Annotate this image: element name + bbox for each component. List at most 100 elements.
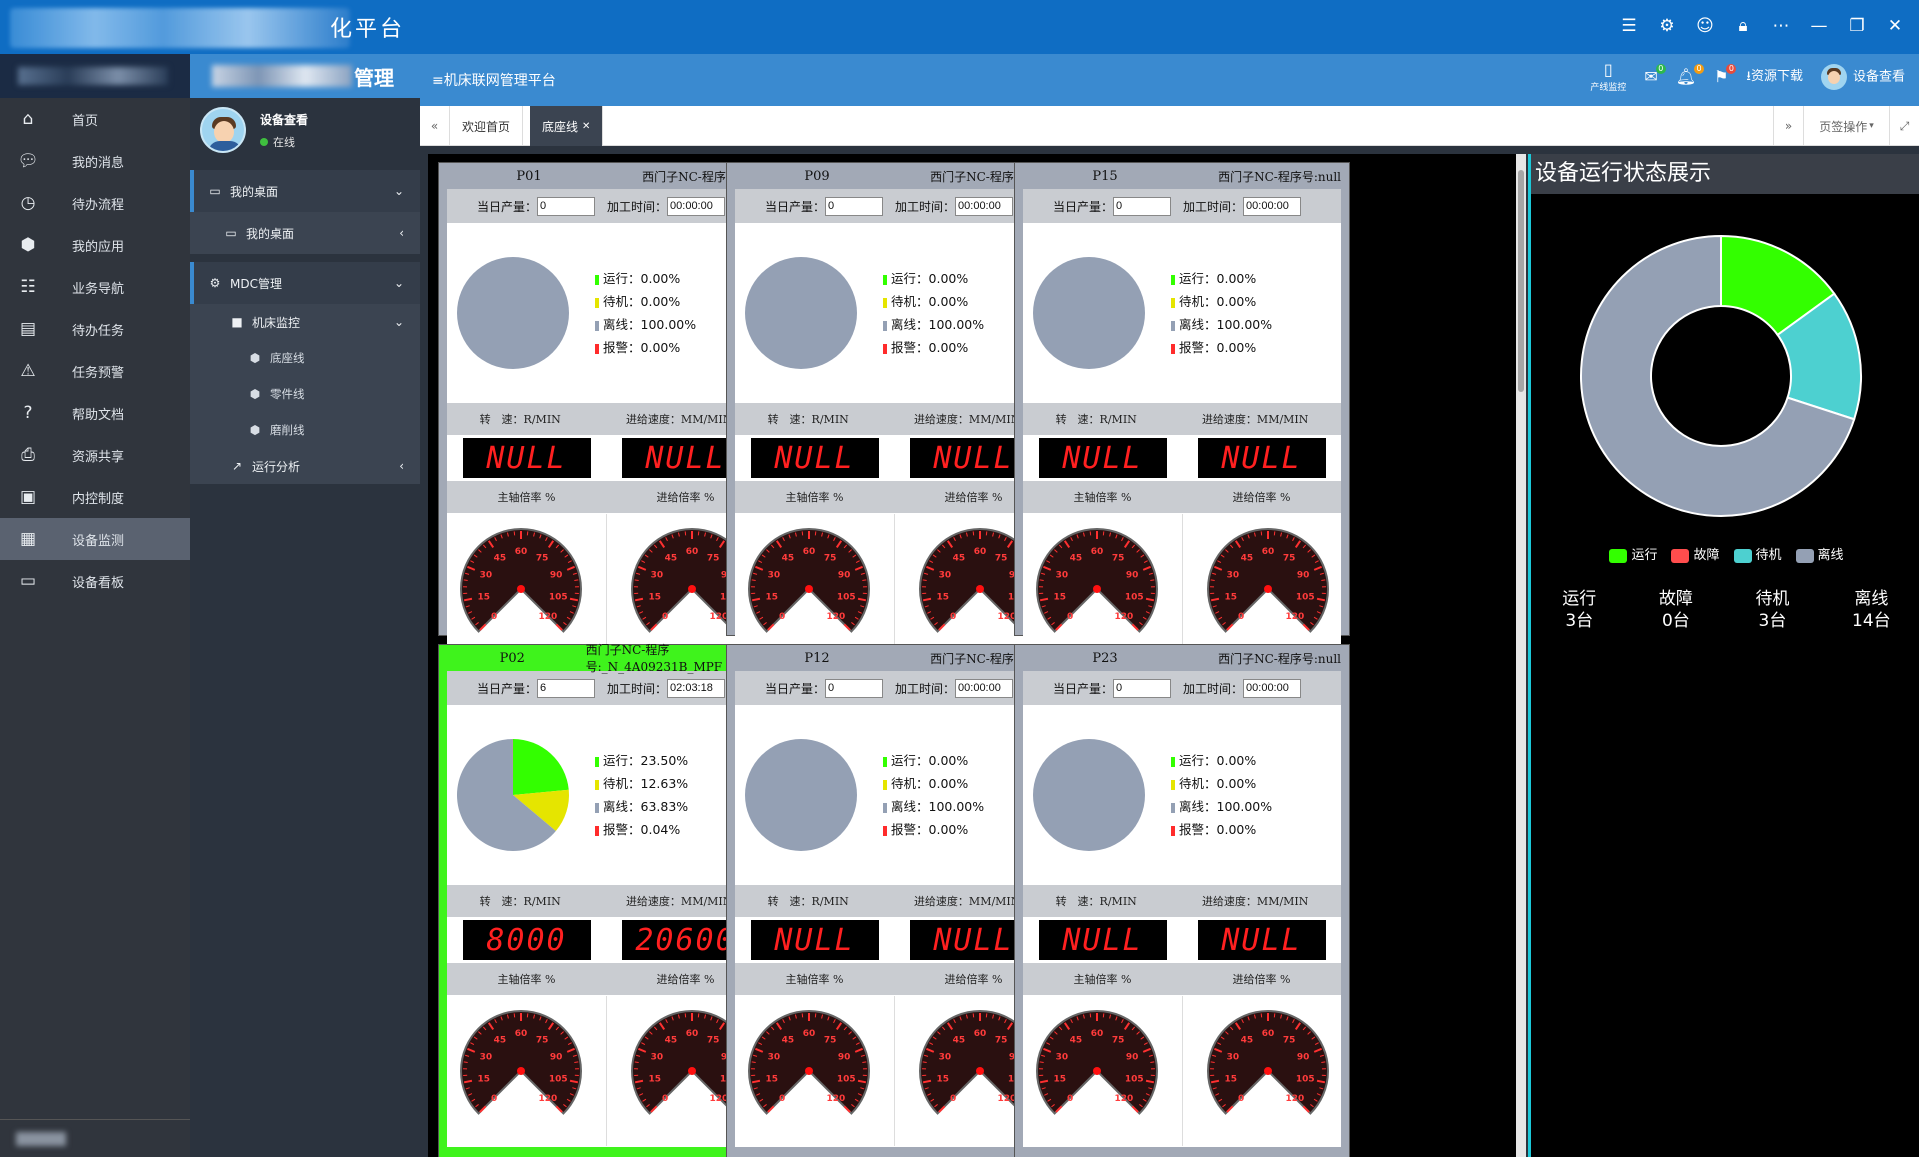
- gauge-tick: [1040, 572, 1045, 575]
- output-input[interactable]: [1113, 678, 1172, 698]
- scrollbar-thumb[interactable]: [1518, 170, 1524, 392]
- legend-alarm: 报警：0.04%: [595, 818, 688, 841]
- menu-my-desktop[interactable]: ▭ 我的桌面 ⌄: [190, 170, 420, 212]
- gauge-tick: [1217, 1098, 1222, 1102]
- grid-scrollbar[interactable]: [1516, 154, 1526, 1157]
- sidebar-item[interactable]: ▤ 待办任务: [0, 308, 190, 350]
- tab-home[interactable]: 欢迎首页: [450, 106, 524, 146]
- sidebar-item[interactable]: 💬︎ 我的消息: [0, 140, 190, 182]
- user-settings-icon[interactable]: ⚙: [1659, 16, 1675, 36]
- led-row: NULL NULL: [1023, 917, 1341, 963]
- machine-card[interactable]: P01西门子NC-程序号:null当日产量：加工时间：运行：0.00%待机：0.…: [438, 162, 774, 725]
- menu-mdc[interactable]: ⚙ MDC管理 ⌄: [190, 262, 420, 304]
- gauge-tick: [1082, 532, 1085, 537]
- gauge-tick: [555, 1026, 559, 1031]
- status-count-label: 离线: [1854, 589, 1889, 609]
- sidebar-item[interactable]: ◷ 待办流程: [0, 182, 190, 224]
- gauge-tick: [1229, 544, 1233, 549]
- gauge-tick: [641, 616, 646, 620]
- sidebar-item[interactable]: ⬢ 我的应用: [0, 224, 190, 266]
- legend-swatch: [883, 802, 887, 813]
- menu-run-analysis[interactable]: ↗ 运行分析 ‹: [190, 448, 420, 484]
- machine-card[interactable]: P09西门子NC-程序号:null当日产量：加工时间：运行：0.00%待机：0.…: [726, 162, 1062, 725]
- menu-line-base[interactable]: ⬢ 底座线: [190, 340, 420, 376]
- time-input[interactable]: [1243, 196, 1302, 216]
- legend-alarm: 报警：0.00%: [883, 818, 984, 841]
- menu-my-desktop-sub[interactable]: ▭ 我的桌面 ‹: [190, 212, 420, 254]
- sidebar-item[interactable]: ? 帮助文档: [0, 392, 190, 434]
- donut-legend-item[interactable]: 待机: [1733, 544, 1782, 563]
- time-input[interactable]: [667, 196, 726, 216]
- machine-card[interactable]: P23西门子NC-程序号:null当日产量：加工时间：运行：0.00%待机：0.…: [1014, 644, 1350, 1157]
- more-icon[interactable]: ⋯: [1772, 16, 1790, 36]
- donut-legend-item[interactable]: 故障: [1671, 544, 1720, 563]
- sidebar-item[interactable]: ▭ 设备看板: [0, 560, 190, 602]
- machine-card[interactable]: P12西门子NC-程序号:null当日产量：加工时间：运行：0.00%待机：0.…: [726, 644, 1062, 1157]
- user-menu[interactable]: 设备查看: [1820, 63, 1905, 90]
- gauge-tick: [544, 1019, 548, 1024]
- pie-slice-offline: [1033, 257, 1145, 369]
- flag-button[interactable]: ⚑ 0: [1714, 64, 1737, 86]
- sidebar-item[interactable]: ⚠ 任务预警: [0, 350, 190, 392]
- gauge-tick: [1314, 560, 1319, 564]
- time-input[interactable]: [667, 678, 726, 698]
- machine-card[interactable]: P02 西门子NC-程序号:_N_4A09231B_MPF 当日产量： 加工时间： 运行…: [438, 643, 774, 1157]
- sidebar-item[interactable]: ▣ 内控制度: [0, 476, 190, 518]
- tab-scroll-left-icon[interactable]: «: [420, 106, 450, 146]
- gauge-tick-label: 105: [836, 1074, 855, 1084]
- user-icon[interactable]: ☺: [1696, 16, 1714, 36]
- gauge-tick: [1148, 1054, 1153, 1057]
- donut-legend-item[interactable]: 运行: [1609, 544, 1657, 563]
- gauge-tick-label: 105: [1124, 1074, 1143, 1084]
- download-button[interactable]: ⭳资源下载: [1746, 65, 1803, 89]
- minimize-icon[interactable]: —: [1810, 16, 1828, 36]
- restore-icon[interactable]: ❐: [1849, 16, 1865, 36]
- speed-label: 转 速：R/MIN: [479, 895, 561, 908]
- donut-slice[interactable]: [1580, 234, 1856, 517]
- gauge-tick: [1240, 537, 1244, 542]
- menu-line-grinding[interactable]: ⬢ 磨削线: [190, 412, 420, 448]
- tab-close-icon[interactable]: ✕: [582, 120, 591, 132]
- gauge-tick: [937, 623, 945, 631]
- sidebar-item[interactable]: ☷ 业务导航: [0, 266, 190, 308]
- output-input[interactable]: [537, 678, 596, 698]
- legend-label: 离线：: [603, 317, 641, 332]
- output-input[interactable]: [825, 196, 884, 216]
- notification-button[interactable]: 🔔︎ 0: [1676, 64, 1705, 86]
- output-input[interactable]: [825, 678, 884, 698]
- platform-title[interactable]: ≡机床联网管理平台: [432, 73, 556, 89]
- menu-header-title: 管理: [354, 65, 394, 90]
- gauge-tick-label: 0: [1066, 1094, 1072, 1104]
- menu-machine-monitor[interactable]: ■ 机床监控 ⌄: [190, 304, 420, 340]
- fullscreen-icon[interactable]: ⤢: [1889, 106, 1919, 146]
- donut-legend-item[interactable]: 离线: [1795, 544, 1844, 563]
- tab-current[interactable]: 底座线 ✕: [530, 106, 604, 146]
- menu-line-parts[interactable]: ⬢ 零件线: [190, 376, 420, 412]
- mail-button[interactable]: ✉ 0: [1644, 64, 1666, 86]
- feed-rate-label: 进给倍率 %: [944, 973, 1003, 986]
- time-input[interactable]: [955, 196, 1014, 216]
- legend-swatch: [1171, 825, 1175, 836]
- tab-scroll-right-icon[interactable]: »: [1773, 106, 1803, 146]
- gauge-tick: [1142, 565, 1151, 571]
- output-input[interactable]: [1113, 196, 1172, 216]
- menu-header: 管理: [190, 54, 420, 98]
- gauge-tick: [753, 605, 758, 608]
- gauge-tick: [1041, 605, 1046, 608]
- machine-card[interactable]: P15西门子NC-程序号:null当日产量：加工时间：运行：0.00%待机：0.…: [1014, 162, 1350, 725]
- gauge-tick-label: 45: [781, 553, 794, 563]
- time-input[interactable]: [1243, 678, 1302, 698]
- list-icon[interactable]: ☰: [1621, 16, 1637, 36]
- gauge-tick: [1310, 1036, 1315, 1040]
- output-input[interactable]: [537, 196, 596, 216]
- gauge-tick: [506, 1014, 509, 1019]
- time-input[interactable]: [955, 678, 1014, 698]
- sidebar-item[interactable]: ⌂ 首页: [0, 98, 190, 140]
- sidebar-item[interactable]: ⎙ 资源共享: [0, 434, 190, 476]
- line-monitor-button[interactable]: ▯ 产线监控: [1590, 60, 1626, 93]
- lock-icon[interactable]: 🔒︎: [1738, 16, 1748, 36]
- tab-operations-button[interactable]: 页签操作 ▾: [1803, 106, 1889, 146]
- close-icon[interactable]: ✕: [1887, 16, 1903, 36]
- gauge-tick: [532, 532, 535, 537]
- sidebar-item[interactable]: ▦ 设备监测: [0, 518, 190, 560]
